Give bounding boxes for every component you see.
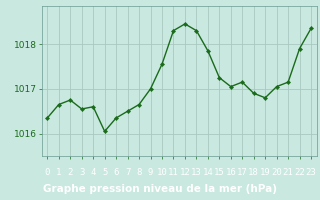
Text: 3: 3 (79, 168, 84, 177)
Text: 9: 9 (148, 168, 153, 177)
Text: 23: 23 (306, 168, 316, 177)
Text: 16: 16 (225, 168, 236, 177)
Text: 2: 2 (68, 168, 73, 177)
Text: 13: 13 (191, 168, 202, 177)
Text: 18: 18 (248, 168, 259, 177)
Text: 0: 0 (45, 168, 50, 177)
Text: Graphe pression niveau de la mer (hPa): Graphe pression niveau de la mer (hPa) (43, 184, 277, 194)
Text: 20: 20 (271, 168, 282, 177)
Text: 17: 17 (237, 168, 248, 177)
Text: 14: 14 (203, 168, 213, 177)
Text: 5: 5 (102, 168, 107, 177)
Text: 22: 22 (294, 168, 305, 177)
Text: 12: 12 (180, 168, 190, 177)
Text: 11: 11 (168, 168, 179, 177)
Text: 1: 1 (56, 168, 61, 177)
Text: 8: 8 (136, 168, 142, 177)
Text: 10: 10 (156, 168, 167, 177)
Text: 7: 7 (125, 168, 130, 177)
Text: 19: 19 (260, 168, 271, 177)
Text: 15: 15 (214, 168, 225, 177)
Text: 4: 4 (91, 168, 96, 177)
Text: 6: 6 (114, 168, 119, 177)
Text: 21: 21 (283, 168, 293, 177)
